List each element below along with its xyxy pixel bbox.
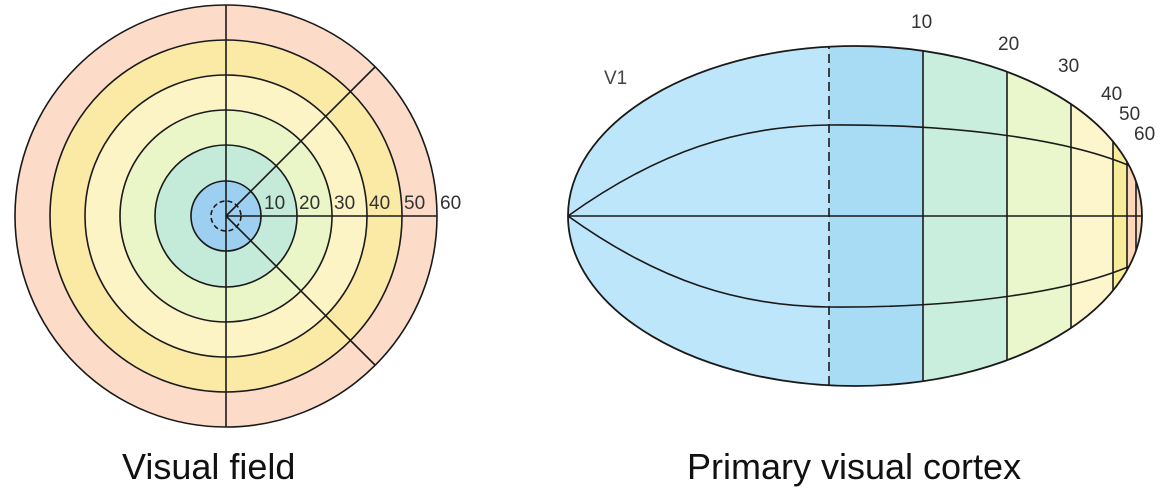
- ecc-label-50: 50: [1119, 104, 1140, 125]
- cortex-lower-iso-angle: [568, 215, 1142, 308]
- visual-field-caption: Visual field: [122, 446, 296, 487]
- v1-outline: [567, 45, 1143, 387]
- cortex-diagram: V1 10 20 30 40 50 60: [567, 12, 1155, 387]
- ring-labels: 10 20 30 40 50 60: [264, 193, 461, 214]
- band-60: [1127, 46, 1142, 386]
- ring-label-10: 10: [264, 193, 285, 214]
- ecc-label-60: 60: [1134, 124, 1155, 145]
- meridian-lines: [225, 5, 437, 427]
- band-20: [923, 46, 1007, 386]
- band-10: [829, 46, 923, 386]
- lower-oblique-meridian: [225, 215, 376, 366]
- ring-label-50: 50: [404, 193, 425, 214]
- ring-label-30: 30: [334, 193, 355, 214]
- cortex-caption: Primary visual cortex: [687, 446, 1022, 487]
- visual-field-diagram: 10 20 30 40 50 60: [14, 4, 461, 428]
- ring-label-60: 60: [440, 193, 461, 214]
- ecc-label-30: 30: [1058, 56, 1079, 77]
- band-fovea: [568, 46, 829, 386]
- ring-label-40: 40: [369, 193, 390, 214]
- ecc-label-20: 20: [998, 34, 1019, 55]
- eccentricity-labels: 10 20 30 40 50 60: [911, 12, 1155, 145]
- ecc-label-40: 40: [1101, 84, 1122, 105]
- ring-label-20: 20: [299, 193, 320, 214]
- v1-label: V1: [604, 68, 627, 89]
- upper-oblique-meridian: [225, 66, 376, 217]
- ecc-label-10: 10: [911, 12, 932, 33]
- cortex-upper-iso-angle: [568, 124, 1142, 217]
